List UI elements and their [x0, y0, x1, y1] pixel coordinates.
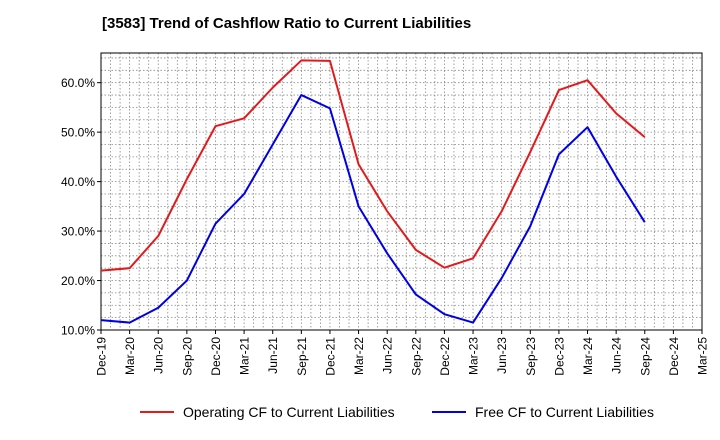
x-tick-label: Mar-21 [238, 337, 252, 375]
legend: Operating CF to Current Liabilities Free… [0, 404, 720, 426]
operating-cf-series-line [100, 59, 646, 272]
free-cf-series-line [100, 94, 646, 324]
y-tick-label: 20.0% [61, 274, 95, 288]
x-tick-label: Jun-20 [152, 337, 166, 374]
x-tick-label: Dec-19 [95, 337, 109, 376]
legend-item-free-cf: Free CF to Current Liabilities [432, 404, 654, 420]
y-tick-label: 10.0% [61, 324, 95, 338]
x-tick-label: Sep-21 [295, 337, 309, 376]
x-tick-label: Mar-22 [352, 337, 366, 375]
y-tick-label: 50.0% [61, 126, 95, 140]
x-tick-label: Sep-23 [524, 337, 538, 376]
x-tick-label: Jun-21 [266, 337, 280, 374]
x-tick-label: Jun-22 [381, 337, 395, 374]
y-tick-label: 30.0% [61, 225, 95, 239]
x-tick-label: Dec-24 [667, 337, 681, 376]
x-tick-label: Jun-23 [495, 337, 509, 374]
grid-lines [101, 53, 702, 330]
legend-label-free-cf: Free CF to Current Liabilities [475, 404, 654, 420]
x-tick-label: Sep-24 [638, 337, 652, 376]
chart-title: [3583] Trend of Cashflow Ratio to Curren… [102, 15, 472, 32]
y-tick-label: 60.0% [61, 76, 95, 90]
x-tick-label: Mar-20 [123, 337, 137, 375]
x-tick-label: Dec-20 [209, 337, 223, 376]
x-tick-label: Sep-22 [409, 337, 423, 376]
x-tick-label: Jun-24 [610, 337, 624, 374]
legend-swatch-free-cf [432, 411, 466, 413]
x-tick-label: Mar-23 [467, 337, 481, 375]
plot-area-border [100, 52, 703, 331]
x-tick-label: Mar-25 [696, 337, 710, 375]
x-axis: Dec-19 Mar-20 Jun-20 Sep-20 Dec-20 Mar-21 Jun-… [95, 330, 710, 376]
legend-item-operating-cf: Operating CF to Current Liabilities [140, 404, 395, 420]
legend-label-operating-cf: Operating CF to Current Liabilities [183, 404, 395, 420]
legend-swatch-operating-cf [140, 411, 174, 413]
y-axis: 10.0% 20.0% 30.0% 40.0% 50.0% 60.0% [61, 76, 101, 338]
series-lines [100, 59, 646, 324]
x-tick-label: Dec-21 [323, 337, 337, 376]
x-tick-label: Sep-20 [180, 337, 194, 376]
y-tick-label: 40.0% [61, 175, 95, 189]
x-tick-label: Dec-22 [438, 337, 452, 376]
x-tick-label: Mar-24 [581, 337, 595, 375]
x-tick-label: Dec-23 [552, 337, 566, 376]
